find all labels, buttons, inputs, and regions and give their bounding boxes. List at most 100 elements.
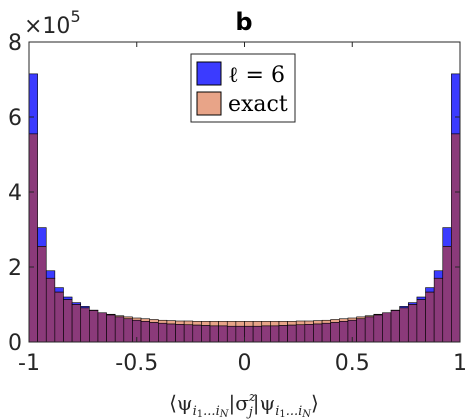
y-tick-label: 2 xyxy=(8,256,22,281)
bar-overlap xyxy=(407,304,418,343)
bar-exact-excess xyxy=(192,321,202,326)
bar-exact-excess xyxy=(287,321,297,326)
bar-l6-excess xyxy=(63,296,73,300)
histogram-bars xyxy=(28,73,461,343)
bar-exact-excess xyxy=(244,321,254,327)
bar-overlap xyxy=(175,324,185,343)
bar-l6-excess xyxy=(425,287,435,293)
bar-exact-excess xyxy=(330,319,340,323)
bar-overlap xyxy=(270,325,280,343)
bar-overlap xyxy=(218,325,228,343)
bar-exact-excess xyxy=(183,320,194,326)
y-tick-label: 8 xyxy=(8,31,22,56)
bar-l6-excess xyxy=(37,227,47,247)
bar-overlap xyxy=(425,291,435,343)
bar-overlap xyxy=(313,323,323,343)
y-exponent-base: ×10 xyxy=(24,14,70,39)
x-tick-label: 0.5 xyxy=(335,351,370,376)
y-exponent-power: 5 xyxy=(70,7,80,26)
bar-overlap xyxy=(63,299,73,343)
bar-overlap xyxy=(287,324,297,343)
bar-l6-excess xyxy=(451,73,461,135)
bar-overlap xyxy=(278,325,288,343)
legend-label-l6: ℓ = 6 xyxy=(228,63,285,88)
bar-l6-excess xyxy=(442,227,452,247)
bar-overlap xyxy=(54,291,64,343)
bar-exact-excess xyxy=(295,320,306,326)
x-tick-label: 1 xyxy=(453,351,467,376)
bar-overlap xyxy=(235,325,245,343)
bar-overlap xyxy=(209,325,219,343)
bar-exact-excess xyxy=(218,321,228,327)
bar-overlap xyxy=(149,322,159,343)
x-tick-label: -1 xyxy=(18,351,40,376)
bar-overlap xyxy=(80,307,90,343)
bar-overlap xyxy=(183,324,194,343)
y-tick-label: 0 xyxy=(8,331,22,356)
y-tick-label: 6 xyxy=(8,106,22,131)
x-axis-label: ⟨ψi1...iN|σz j|ψi1...iN⟩ xyxy=(169,390,319,420)
bar-exact-excess xyxy=(313,320,323,325)
bar-overlap xyxy=(261,325,271,343)
bar-l6-excess xyxy=(433,270,444,279)
bar-overlap xyxy=(166,323,176,343)
bar-overlap xyxy=(356,318,366,343)
bar-overlap xyxy=(201,325,211,343)
bar-exact-excess xyxy=(339,318,349,322)
bar-exact-excess xyxy=(158,319,168,324)
bar-exact-excess xyxy=(252,321,263,327)
bar-overlap xyxy=(330,322,340,343)
bar-overlap xyxy=(390,310,400,343)
bar-overlap xyxy=(295,324,306,343)
legend-swatch-exact xyxy=(196,91,222,116)
x-tick-label: -0.5 xyxy=(115,351,158,376)
bar-exact-excess xyxy=(321,319,331,324)
bar-exact-excess xyxy=(201,321,211,326)
axis-ticks: -1 -0.5 0 0.5 1 0 2 4 6 8 xyxy=(8,31,467,376)
bar-exact-excess xyxy=(270,321,280,327)
bar-exact-excess xyxy=(132,317,142,321)
bar-exact-excess xyxy=(278,321,288,326)
bar-overlap xyxy=(252,325,263,343)
bar-exact-excess xyxy=(166,320,176,325)
bar-overlap xyxy=(433,277,444,343)
bar-l6-excess xyxy=(416,296,426,300)
bar-overlap xyxy=(158,322,168,343)
bar-l6-excess xyxy=(45,270,56,279)
bar-exact-excess xyxy=(149,319,159,323)
bar-overlap xyxy=(244,325,254,343)
bar-overlap xyxy=(192,324,202,343)
bar-overlap xyxy=(382,312,392,343)
bar-l6-excess xyxy=(28,73,38,135)
bar-l6-excess xyxy=(54,287,64,293)
bar-exact-excess xyxy=(304,320,314,325)
bar-overlap xyxy=(442,246,452,343)
bar-overlap xyxy=(89,310,99,343)
bar-overlap xyxy=(37,246,47,343)
y-exponent-label: ×105 xyxy=(24,7,81,39)
panel-label: b xyxy=(235,8,252,36)
bar-overlap xyxy=(226,325,237,343)
bar-overlap xyxy=(339,321,349,343)
bar-exact-excess xyxy=(140,318,150,322)
bar-overlap xyxy=(28,133,38,343)
bar-overlap xyxy=(114,316,125,343)
bar-overlap xyxy=(321,322,331,343)
legend-swatch-l6 xyxy=(196,61,222,86)
bar-exact-excess xyxy=(226,321,237,327)
bar-overlap xyxy=(123,318,133,343)
bar-exact-excess xyxy=(175,320,185,325)
bar-overlap xyxy=(416,299,426,343)
bar-overlap xyxy=(364,316,375,343)
y-tick-label: 4 xyxy=(8,181,22,206)
x-tick-label: 0 xyxy=(238,351,252,376)
bar-exact-excess xyxy=(235,321,245,327)
bar-overlap xyxy=(97,312,107,343)
bar-exact-excess xyxy=(261,321,271,327)
legend-label-exact: exact xyxy=(228,92,288,117)
bar-overlap xyxy=(373,314,383,343)
bar-overlap xyxy=(71,304,82,343)
bar-exact-excess xyxy=(209,321,219,327)
bar-overlap xyxy=(140,321,150,343)
